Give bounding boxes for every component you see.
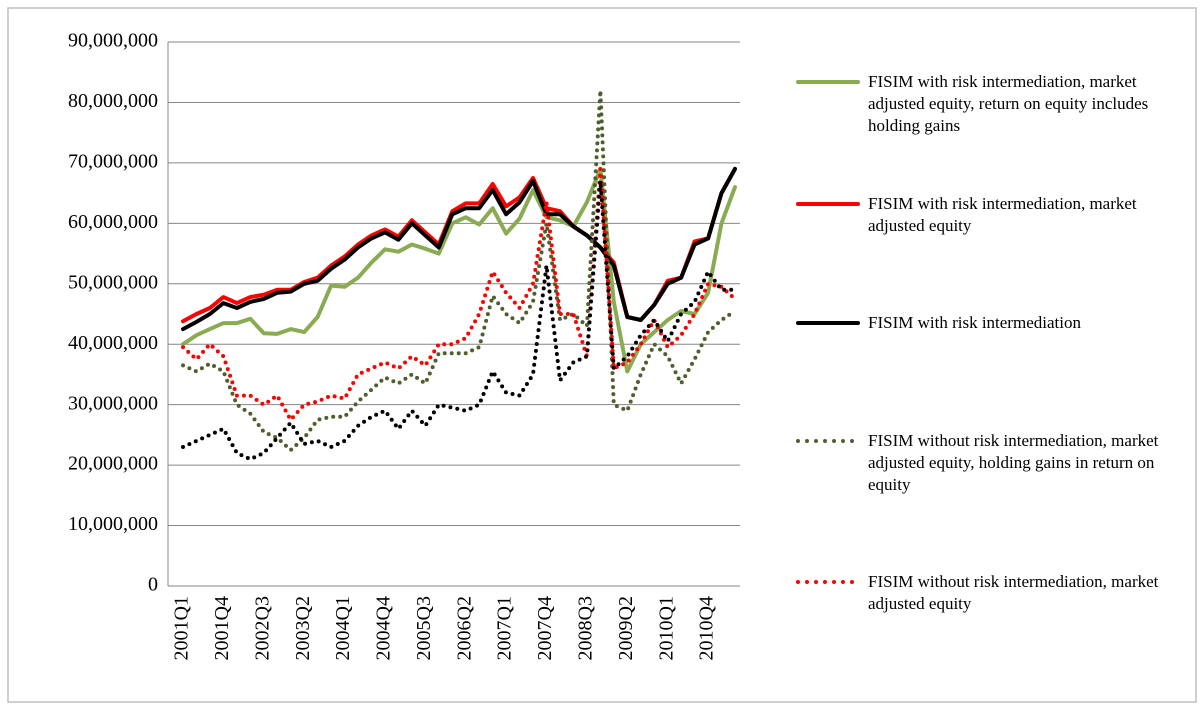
x-tick-label: 2005Q3 [413,596,435,660]
y-tick-label: 40,000,000 [68,332,158,354]
x-tick-label: 2004Q1 [332,596,354,660]
dotted-line [181,88,737,452]
dotted-line [181,179,737,462]
x-tick-label: 2003Q2 [292,596,314,660]
x-tick-label: 2002Q3 [251,596,273,660]
legend-label: FISIM with risk intermediation, market a… [868,194,1137,235]
legend-label: FISIM with risk intermediation, market a… [868,72,1149,135]
y-tick-label: 60,000,000 [68,211,158,233]
x-tick-label: 2001Q1 [171,596,193,660]
x-tick-label: 2010Q4 [696,596,718,660]
y-tick-label: 30,000,000 [68,392,158,414]
x-tick-label: 2008Q3 [574,596,596,660]
y-tick-label: 70,000,000 [68,150,158,172]
x-tick-label: 2006Q2 [453,596,475,660]
legend-label: FISIM without risk intermediation, marke… [868,572,1159,613]
series-line [181,166,737,332]
y-tick-label: 50,000,000 [68,271,158,293]
x-tick-label: 2001Q4 [211,596,233,660]
x-tick-label: 2007Q4 [534,596,556,660]
y-tick-label: 0 [148,574,158,596]
y-tick-label: 80,000,000 [68,90,158,112]
x-tick-label: 2007Q1 [494,596,516,660]
x-tick-label: 2009Q2 [615,596,637,660]
y-tick-label: 90,000,000 [68,30,158,52]
dotted-line [181,166,737,422]
y-tick-label: 10,000,000 [68,513,158,535]
series-line [181,166,737,374]
legend-label: FISIM without risk intermediation, marke… [868,431,1159,494]
legend-label: FISIM with risk intermediation [868,313,1081,332]
y-tick-label: 20,000,000 [68,453,158,475]
x-tick-label: 2004Q4 [373,596,395,660]
x-tick-label: 2010Q1 [655,596,677,660]
